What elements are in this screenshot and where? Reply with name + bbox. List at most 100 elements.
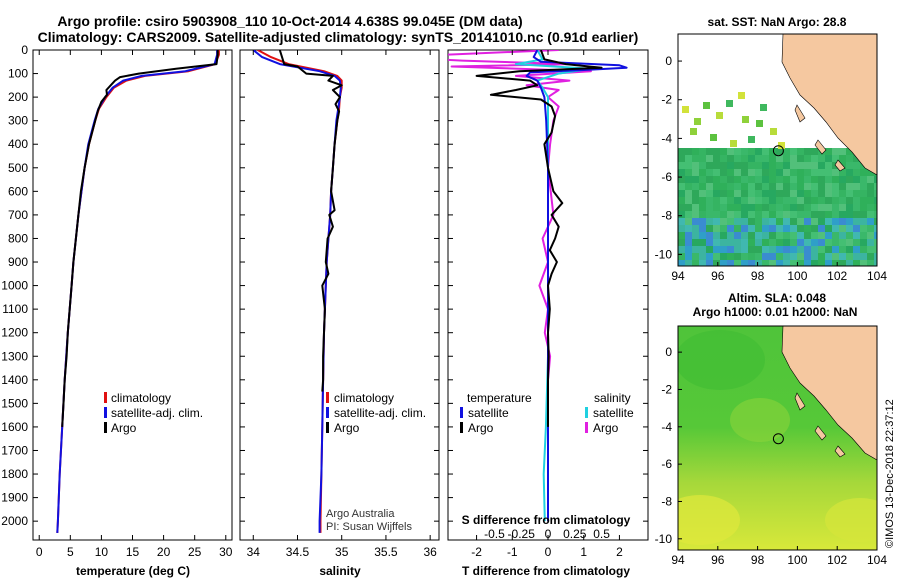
sst-cell <box>699 162 706 169</box>
sst-cell <box>790 155 797 162</box>
sst-cell <box>720 211 727 218</box>
sst-cell <box>832 211 839 218</box>
sst-cell <box>692 232 699 239</box>
sst-cell <box>748 190 755 197</box>
sst-cell <box>860 211 867 218</box>
sst-cell <box>756 120 763 127</box>
sst-cell <box>727 176 734 183</box>
sst-cell <box>690 128 697 135</box>
sst-cell <box>825 211 832 218</box>
sst-cell <box>846 169 853 176</box>
sst-cell <box>776 204 783 211</box>
sst-cell <box>727 211 734 218</box>
sst-cell <box>825 260 832 266</box>
legend-label-satellite: satellite-adj. clim. <box>111 406 203 420</box>
sst-cell <box>846 190 853 197</box>
sst-cell <box>860 232 867 239</box>
sst-cell <box>762 197 769 204</box>
sst-cell <box>706 204 713 211</box>
x-tick-label: 1 <box>580 545 587 559</box>
sst-cell <box>776 183 783 190</box>
sst-cell <box>692 225 699 232</box>
legend-swatch-satellite <box>326 407 329 418</box>
sst-cell <box>727 183 734 190</box>
sst-cell <box>755 204 762 211</box>
sst-cell <box>748 169 755 176</box>
map-y-tick-label: 0 <box>665 345 672 359</box>
sst-cell <box>867 239 874 246</box>
sst-cell <box>797 225 804 232</box>
x-tick-label: 10 <box>95 545 109 559</box>
sst-cell <box>797 253 804 260</box>
series-line-climatology <box>257 50 343 533</box>
sst-cell <box>734 155 741 162</box>
sst-cell <box>797 183 804 190</box>
x-tick-label: -1 <box>507 545 518 559</box>
sst-cell <box>790 148 797 155</box>
sst-cell <box>685 246 692 253</box>
sst-cell <box>685 169 692 176</box>
sst-cell <box>839 260 846 266</box>
sst-cell <box>825 218 832 225</box>
sst-cell <box>783 239 790 246</box>
x-tick-label: 35 <box>335 545 349 559</box>
sst-cell <box>713 211 720 218</box>
sst-cell <box>762 176 769 183</box>
sst-cell <box>818 232 825 239</box>
sst-cell <box>776 162 783 169</box>
sst-cell <box>839 169 846 176</box>
sst-cell <box>874 211 877 218</box>
sst-cell <box>853 190 860 197</box>
sst-cell <box>846 232 853 239</box>
legend-swatch-satellite <box>104 407 107 418</box>
sst-cell <box>692 239 699 246</box>
sst-cell <box>720 155 727 162</box>
sst-cell <box>853 197 860 204</box>
sst-cell <box>790 253 797 260</box>
sst-cell <box>846 218 853 225</box>
sst-cell <box>685 232 692 239</box>
sst-cell <box>762 232 769 239</box>
sst-cell <box>699 183 706 190</box>
sst-cell <box>734 148 741 155</box>
map-y-tick-label: -8 <box>661 494 672 508</box>
sst-cell <box>874 260 877 266</box>
sst-cell <box>734 197 741 204</box>
sst-cell <box>741 204 748 211</box>
map-y-tick-label: -2 <box>661 382 672 396</box>
sst-cell <box>776 155 783 162</box>
legend-swatch-climatology <box>326 392 329 403</box>
x-tick-label: 15 <box>126 545 140 559</box>
sst-cell <box>727 225 734 232</box>
sst-cell <box>685 197 692 204</box>
sst-cell <box>727 246 734 253</box>
sst-cell <box>720 197 727 204</box>
sst-cell <box>706 190 713 197</box>
y-tick-label: 1800 <box>1 467 28 481</box>
x-tick-label: 0 <box>545 545 552 559</box>
sst-cell <box>846 148 853 155</box>
y-tick-label: 700 <box>8 208 28 222</box>
x-tick-label: 2 <box>616 545 623 559</box>
sst-cell <box>713 190 720 197</box>
sst-cell <box>818 260 825 266</box>
sst-cell <box>832 197 839 204</box>
salinity-legend: climatology satellite-adj. clim. Argo Ar… <box>326 391 426 533</box>
sst-cell <box>874 176 877 183</box>
sst-cell <box>797 232 804 239</box>
sst-cell <box>713 232 720 239</box>
sst-cell <box>832 148 839 155</box>
sst-cell <box>783 225 790 232</box>
sst-cell <box>713 148 720 155</box>
sst-cell <box>846 225 853 232</box>
s-tick-label: 0.25 <box>563 527 587 541</box>
sst-cell <box>797 190 804 197</box>
sst-cell <box>755 169 762 176</box>
sst-cell <box>762 148 769 155</box>
series-line-t-argo <box>475 50 603 427</box>
sst-cell <box>811 218 818 225</box>
sst-map-axes: 94 96 98 100 102 104 0 -2 -4 -6 -8 -10 <box>655 54 888 283</box>
sst-cell <box>867 225 874 232</box>
sst-cell <box>867 260 874 266</box>
y-tick-label: 1100 <box>2 302 28 316</box>
